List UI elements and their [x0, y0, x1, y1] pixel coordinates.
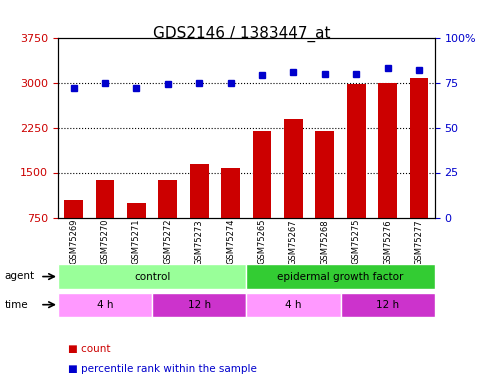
- Text: control: control: [134, 272, 170, 282]
- Bar: [341, 292, 435, 317]
- Bar: [127, 202, 146, 217]
- Bar: [96, 180, 114, 218]
- Bar: [410, 78, 428, 218]
- Text: epidermal growth factor: epidermal growth factor: [277, 272, 404, 282]
- Bar: [246, 292, 341, 317]
- Bar: [158, 180, 177, 218]
- Text: 12 h: 12 h: [376, 300, 399, 310]
- Bar: [221, 168, 240, 217]
- Bar: [64, 200, 83, 217]
- Text: 4 h: 4 h: [97, 300, 114, 310]
- Text: ■ percentile rank within the sample: ■ percentile rank within the sample: [68, 364, 256, 374]
- Bar: [246, 264, 435, 289]
- Text: agent: agent: [5, 272, 35, 281]
- Text: 12 h: 12 h: [188, 300, 211, 310]
- Bar: [58, 292, 152, 317]
- Bar: [347, 84, 366, 218]
- Bar: [190, 164, 209, 218]
- Text: ■ count: ■ count: [68, 344, 110, 354]
- Bar: [58, 264, 246, 289]
- Text: 4 h: 4 h: [285, 300, 302, 310]
- Bar: [253, 130, 271, 218]
- Text: time: time: [5, 300, 28, 309]
- Bar: [152, 292, 246, 317]
- Bar: [315, 130, 334, 218]
- Text: GDS2146 / 1383447_at: GDS2146 / 1383447_at: [153, 26, 330, 42]
- Bar: [284, 118, 303, 218]
- Bar: [378, 82, 397, 218]
